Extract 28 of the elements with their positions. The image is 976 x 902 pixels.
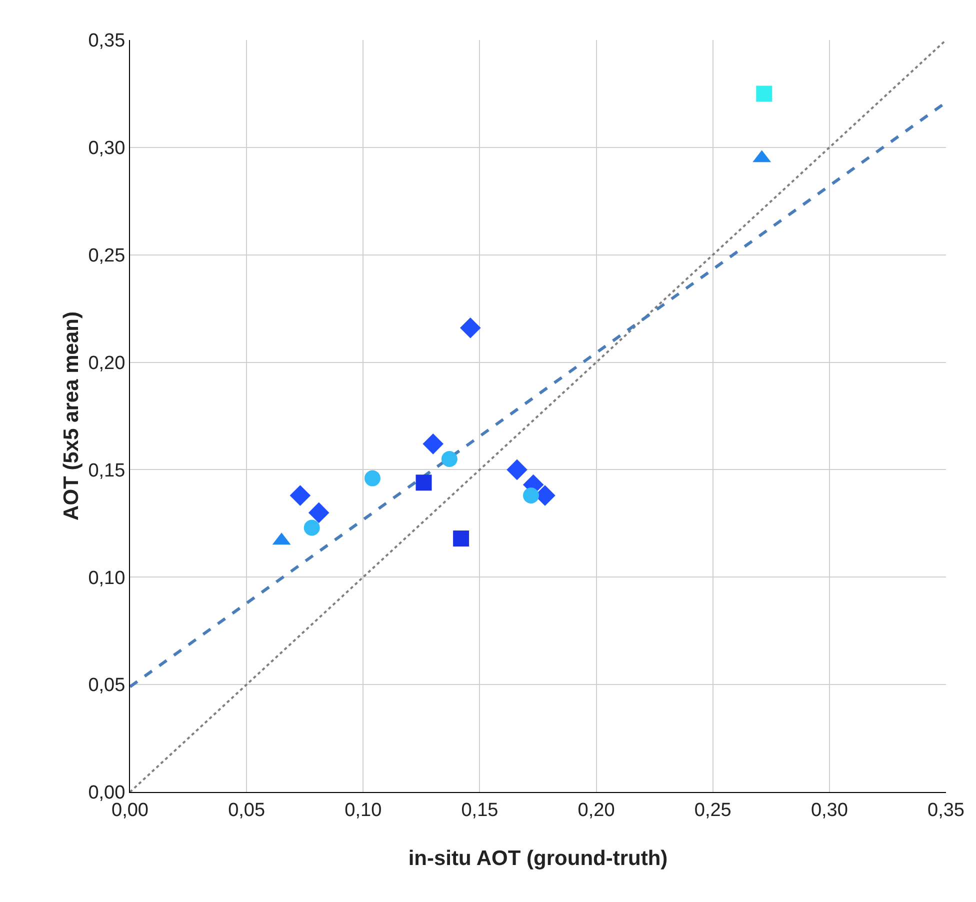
y-axis-title: AOT (5x5 area mean) xyxy=(60,312,83,520)
y-tick-label: 0,30 xyxy=(88,138,126,160)
y-tick-label: 0,10 xyxy=(88,568,126,589)
point xyxy=(453,530,470,546)
x-tick-label: 0,35 xyxy=(928,800,964,821)
point xyxy=(441,450,458,467)
point xyxy=(506,459,528,480)
point xyxy=(416,474,432,491)
point xyxy=(756,86,772,102)
x-tick-label: 0,25 xyxy=(694,800,732,821)
point xyxy=(523,488,540,504)
point xyxy=(422,434,444,454)
x-tick-label: 0,15 xyxy=(461,800,498,821)
point xyxy=(290,485,311,506)
y-tick-label: 0,25 xyxy=(88,246,126,267)
y-tick-label: 0,20 xyxy=(88,352,126,374)
point xyxy=(460,318,481,338)
x-tick-label: 0,30 xyxy=(810,800,848,821)
y-tick-label: 0,15 xyxy=(88,460,126,482)
x-tick-label: 0,10 xyxy=(344,800,382,821)
point xyxy=(308,502,330,524)
x-tick-label: 0,05 xyxy=(228,800,266,821)
y-tick-label: 0,05 xyxy=(88,675,126,696)
point xyxy=(364,470,380,486)
x-tick-label: 0,20 xyxy=(578,800,615,821)
y-tick-label: 0,35 xyxy=(88,30,126,52)
point xyxy=(304,520,320,536)
x-axis-title: in-situ AOT (ground-truth) xyxy=(408,847,668,870)
